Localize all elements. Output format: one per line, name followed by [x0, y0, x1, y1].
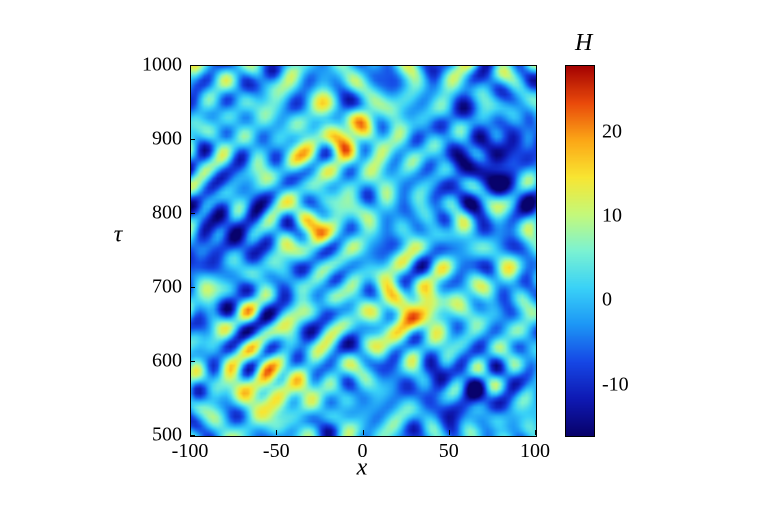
x-tick — [535, 430, 536, 435]
x-tick-label: -100 — [172, 440, 209, 463]
y-axis-label: τ — [114, 222, 123, 249]
x-tick-label: 100 — [520, 440, 550, 463]
colorbar-tick-label: 10 — [602, 205, 622, 228]
colorbar-tick-label: 20 — [602, 121, 622, 144]
x-tick — [190, 430, 191, 435]
y-tick — [190, 435, 195, 436]
heatmap-canvas — [191, 66, 536, 436]
colorbar-canvas — [565, 65, 595, 437]
y-tick — [190, 139, 195, 140]
y-tick — [190, 65, 195, 66]
x-tick-label: 0 — [358, 440, 368, 463]
colorbar-tick-label: 0 — [602, 289, 612, 312]
y-tick-label: 900 — [152, 128, 182, 151]
colorbar-tick-label: -10 — [602, 373, 629, 396]
x-tick — [363, 430, 364, 435]
y-tick-label: 700 — [152, 276, 182, 299]
x-tick — [276, 430, 277, 435]
x-tick — [449, 430, 450, 435]
colorbar-title: H — [575, 30, 592, 57]
y-tick — [190, 361, 195, 362]
y-tick — [190, 213, 195, 214]
y-tick — [190, 287, 195, 288]
y-tick-label: 600 — [152, 350, 182, 373]
x-tick-label: 50 — [439, 440, 459, 463]
colorbar — [565, 65, 593, 435]
y-tick-label: 1000 — [142, 54, 182, 77]
y-tick-label: 800 — [152, 202, 182, 225]
heatmap-plot — [190, 65, 537, 437]
x-tick-label: -50 — [263, 440, 290, 463]
